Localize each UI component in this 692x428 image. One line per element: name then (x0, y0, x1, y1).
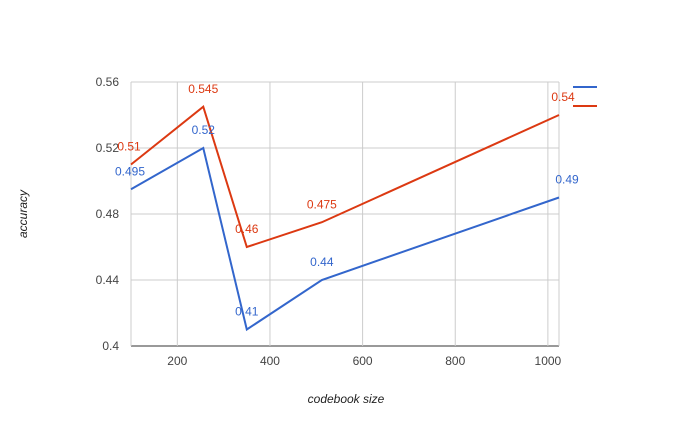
y-tick-label: 0.56 (96, 75, 120, 89)
data-label: 0.51 (117, 140, 141, 154)
x-tick-label: 800 (445, 354, 465, 368)
data-label: 0.54 (551, 90, 575, 104)
y-tick-label: 0.52 (96, 141, 120, 155)
series-line-1 (130, 146, 560, 332)
data-label: 0.41 (235, 305, 259, 319)
legend (573, 86, 597, 107)
x-axis-title: codebook size (308, 392, 385, 406)
data-label: 0.545 (188, 82, 218, 96)
y-axis-title: accuracy (16, 189, 30, 238)
data-labels: 0.495 0.52 0.41 0.44 0.49 0.51 0.545 0.46 0.475 0… (115, 82, 579, 319)
data-label: 0.475 (307, 197, 337, 211)
data-label: 0.495 (115, 164, 145, 178)
x-axis-ticks: 200 400 600 800 1000 (167, 354, 561, 368)
data-label: 0.49 (555, 173, 579, 187)
y-tick-label: 0.48 (96, 207, 120, 221)
x-tick-label: 1000 (535, 354, 562, 368)
grid (130, 81, 560, 347)
series-lines (130, 105, 560, 332)
data-label: 0.52 (192, 123, 216, 137)
data-label: 0.46 (235, 222, 259, 236)
y-tick-label: 0.4 (102, 339, 119, 353)
x-tick-label: 600 (353, 354, 373, 368)
x-tick-label: 200 (167, 354, 187, 368)
y-axis-ticks: 0.4 0.44 0.48 0.52 0.56 (96, 75, 120, 353)
y-tick-label: 0.44 (96, 273, 120, 287)
x-tick-label: 400 (260, 354, 280, 368)
series-line-2 (130, 105, 560, 249)
data-label: 0.44 (310, 255, 334, 269)
